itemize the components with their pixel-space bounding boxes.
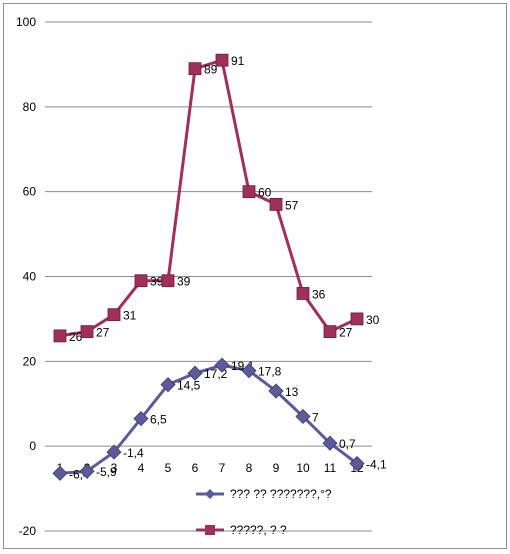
gridlines: [45, 21, 372, 532]
y-tick-label: 0: [29, 439, 36, 453]
data-label: 57: [285, 198, 299, 212]
series-1: -6,4 -5,9-1,46,514,517,219,1 17,81370,7-4,…: [52, 357, 387, 481]
data-label: 6,5: [150, 413, 167, 427]
legend-marker: [205, 525, 215, 535]
data-label: 39: [150, 275, 164, 289]
data-point: [188, 62, 202, 76]
x-tick-label: 9: [273, 461, 280, 475]
data-point: [268, 383, 284, 399]
x-tick-label: 10: [296, 461, 310, 475]
data-label: 36: [312, 287, 326, 301]
data-point: [52, 465, 68, 481]
y-tick-label: -20: [19, 524, 37, 538]
data-label: -1,4: [123, 446, 144, 460]
data-point: [160, 377, 176, 393]
data-point: [161, 274, 175, 288]
y-axis-ticks: -20 0 20 40 60 80 100: [16, 15, 36, 538]
y-tick-label: 80: [23, 100, 37, 114]
data-label: 39: [177, 275, 191, 289]
x-tick-label: 11: [324, 461, 337, 475]
x-tick-label: 7: [219, 461, 226, 475]
x-tick-label: 6: [192, 461, 199, 475]
x-tick-label: 4: [138, 461, 145, 475]
data-point: [53, 329, 67, 343]
series-group: -6,4 -5,9-1,46,514,517,219,1 17,81370,7-4,…: [52, 53, 387, 481]
data-label: 13: [285, 385, 299, 399]
data-label: 27: [339, 326, 353, 340]
data-point: [134, 274, 148, 288]
data-label: 30: [366, 313, 380, 327]
data-label: 91: [231, 54, 245, 68]
y-tick-label: 100: [16, 15, 36, 29]
data-point: [106, 444, 122, 460]
data-label: 60: [258, 186, 272, 200]
legend-item-2: ?????, ? ?: [196, 523, 287, 537]
series-line: [59, 363, 358, 475]
data-label: 89: [204, 63, 218, 77]
legend-label: ??? ?? ???????,°?: [230, 487, 332, 501]
data-point: [241, 363, 257, 379]
data-point: [107, 308, 121, 322]
legend: ??? ?? ???????,°? ?????, ? ?: [196, 487, 332, 537]
data-label: -5,9: [96, 465, 117, 479]
x-tick-label: 3: [111, 461, 118, 475]
data-point: [322, 435, 338, 451]
data-point: [79, 463, 95, 479]
legend-marker: [205, 489, 215, 499]
data-point: [295, 408, 311, 425]
data-label: 7: [312, 410, 319, 424]
x-tick-label: 5: [165, 461, 172, 475]
data-label: 0,7: [339, 437, 356, 451]
data-point: [242, 185, 256, 199]
data-label: 31: [123, 309, 137, 323]
data-point: [269, 197, 283, 211]
data-label: 17,8: [258, 365, 282, 379]
y-tick-label: 20: [23, 354, 37, 368]
series-2: 26 27 31 39 39 89 91 60 57 36 27 30: [53, 53, 380, 344]
data-label: 26: [69, 330, 83, 344]
y-tick-label: 60: [23, 185, 37, 199]
y-tick-label: 40: [23, 270, 37, 284]
data-point: [349, 455, 365, 472]
legend-label: ?????, ? ?: [230, 523, 287, 537]
legend-item-1: ??? ?? ???????,°?: [196, 487, 332, 501]
data-point: [215, 53, 229, 67]
data-point: [296, 287, 310, 300]
data-point: [133, 411, 149, 427]
data-label: 14,5: [177, 379, 201, 393]
data-label: 27: [96, 326, 110, 340]
data-point: [214, 357, 230, 373]
data-point: [187, 365, 203, 381]
data-point: [323, 325, 337, 339]
data-label: -4,1: [366, 458, 387, 472]
x-tick-label: 8: [246, 461, 253, 475]
data-point: [80, 325, 94, 339]
data-point: [350, 312, 364, 326]
